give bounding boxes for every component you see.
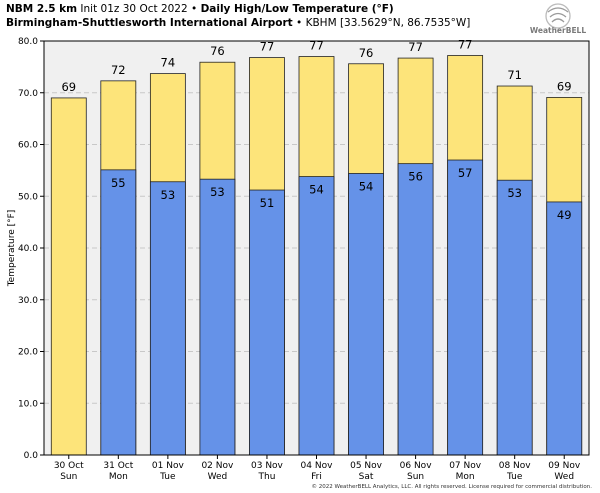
x-tick-date: 09 Nov [548,461,581,471]
x-tick-day: Tue [506,472,523,482]
chart-header-line-1: NBM 2.5 km Init 01z 30 Oct 2022 • Daily … [6,3,394,15]
high-temp-label: 71 [507,68,522,82]
y-tick-label: 40.0 [18,244,38,254]
high-temp-label: 72 [111,63,126,77]
y-tick-label: 80.0 [18,37,38,47]
x-tick-day: Thu [258,472,276,482]
weatherbell-swirl-icon [545,3,571,29]
high-temp-label: 77 [408,40,423,54]
product-name: Daily High/Low Temperature (°F) [200,3,394,15]
x-tick-day: Sun [407,472,424,482]
x-tick-day: Sat [359,472,374,482]
x-tick-date: 08 Nov [499,461,532,471]
low-temp-label: 54 [359,179,374,193]
x-tick-date: 03 Nov [251,461,284,471]
station-name: Birmingham-Shuttlesworth International A… [6,17,293,29]
axes: 0.0 10.0 20.0 30.0 40.0 50.0 60.0 70.0 80.0 30 Oc… [18,37,590,482]
low-temp-bar [149,181,186,456]
low-temp-label: 56 [408,170,423,184]
low-temp-label: 57 [458,166,473,180]
high-temp-label: 77 [309,39,324,53]
low-temp-label: 51 [260,196,275,210]
low-temp-bar [100,169,137,456]
x-tick-day: Mon [456,472,475,482]
x-tick-day: Wed [208,472,228,482]
init-time: Init 01z 30 Oct 2022 [80,3,188,15]
x-tick-date: 30 Oct [54,461,84,471]
x-tick-day: Fri [311,472,322,482]
x-tick-date: 31 Oct [103,461,133,471]
weatherbell-logo: WeatherBELL [530,3,586,35]
x-tick-date: 02 Nov [201,461,234,471]
low-temp-label: 49 [557,208,572,222]
header-separator: • [191,3,198,15]
low-temp-bar [447,159,484,456]
high-temp-label: 69 [557,79,572,93]
y-tick-label: 10.0 [18,399,38,409]
y-tick-label: 50.0 [18,192,38,202]
y-axis-label: Temperature [°F] [7,210,17,288]
y-tick-label: 30.0 [18,296,38,306]
y-tick-label: 0.0 [24,451,39,461]
x-tick-date: 04 Nov [301,461,334,471]
low-temp-bar [298,176,335,456]
logo-text: WeatherBELL [530,26,586,35]
low-temp-label: 53 [210,185,225,199]
high-temp-bar [50,97,87,456]
station-meta: KBHM [33.5629°N, 86.7535°W] [305,17,471,29]
low-temp-label: 53 [161,188,176,202]
low-temp-label: 55 [111,176,126,190]
low-temp-bar [348,173,384,456]
low-temp-bar [496,179,533,456]
x-tick-day: Wed [554,472,574,482]
y-tick-label: 60.0 [18,141,38,151]
y-tick-label: 20.0 [18,348,38,358]
copyright-notice: © 2022 WeatherBELL Analytics, LLC. All r… [311,484,592,490]
high-temp-label: 77 [260,40,275,54]
x-tick-day: Tue [159,472,176,482]
low-temp-label: 54 [309,183,324,197]
high-temp-label: 77 [458,37,473,51]
x-tick-date: 01 Nov [152,461,185,471]
high-temp-label: 76 [210,44,225,58]
header-separator: • [296,17,303,29]
x-tick-date: 06 Nov [400,461,433,471]
x-tick-day: Mon [109,472,128,482]
x-tick-day: Sun [60,472,77,482]
low-temp-bar [397,163,434,456]
x-tick-date: 07 Nov [449,461,482,471]
value-labels: 69 72 55 74 53 76 53 77 51 77 54 76 54 77 56 77 57 71 53 69… [61,37,571,221]
low-temp-bar [249,189,285,456]
high-temp-label: 74 [161,56,176,70]
high-temp-label: 69 [61,80,76,94]
plot-frame [43,40,590,456]
y-tick-label: 70.0 [18,89,38,99]
chart-header-line-2: Birmingham-Shuttlesworth International A… [6,17,470,29]
low-temp-bar [546,201,583,456]
low-temp-label: 53 [507,186,522,200]
low-temp-bar [199,178,236,456]
x-tick-date: 05 Nov [350,461,383,471]
bars [50,55,583,456]
high-temp-label: 76 [359,46,374,60]
model-name: NBM 2.5 km [6,3,78,15]
